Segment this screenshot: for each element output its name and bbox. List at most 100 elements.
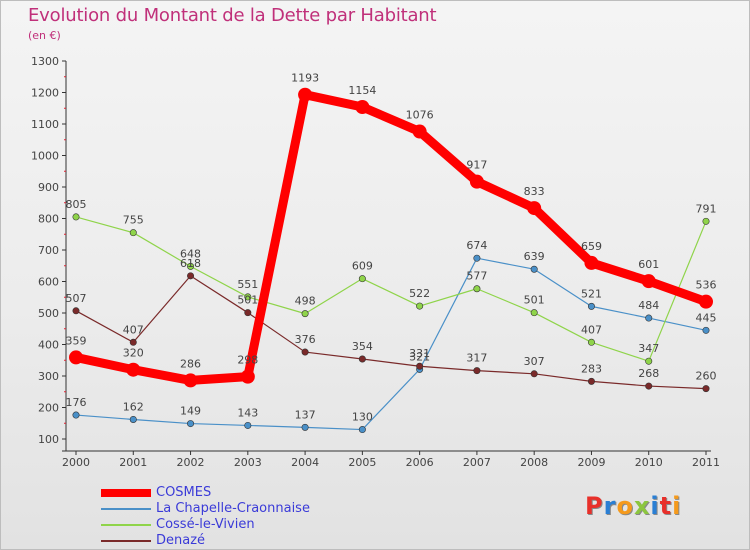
data-label-cosse-le-vivien: 551	[237, 278, 258, 291]
point-cosse-le-vivien	[301, 310, 309, 318]
point-denaze	[702, 385, 710, 393]
data-label-cosse-le-vivien: 347	[638, 342, 659, 355]
point-denaze	[645, 382, 653, 390]
data-label-denaze: 307	[524, 355, 545, 368]
data-label-denaze: 376	[295, 333, 316, 346]
data-label-denaze: 618	[180, 257, 201, 270]
data-label-denaze: 283	[581, 362, 602, 375]
y-tick-label: 700	[38, 244, 59, 257]
point-cosmes	[412, 124, 427, 139]
data-label-la-chapelle-craonnaise: 674	[466, 239, 487, 252]
data-label-cosmes: 320	[123, 347, 144, 360]
y-tick-label: 900	[38, 181, 59, 194]
point-denaze	[530, 370, 538, 378]
point-cosse-le-vivien	[702, 217, 710, 225]
data-label-cosmes: 1076	[406, 109, 434, 122]
point-cosmes	[469, 174, 484, 189]
point-la-chapelle-craonnaise	[530, 265, 538, 273]
legend-swatch	[101, 524, 151, 526]
data-label-denaze: 407	[123, 323, 144, 336]
y-tick-label: 1300	[31, 55, 59, 68]
series-line-cosse-le-vivien	[75, 216, 707, 362]
point-cosse-le-vivien	[358, 275, 366, 283]
point-denaze	[244, 309, 252, 317]
data-label-cosmes: 298	[237, 354, 258, 367]
x-tick-label: 2009	[577, 456, 605, 469]
data-label-cosse-le-vivien: 498	[295, 295, 316, 308]
y-tick-label: 600	[38, 276, 59, 289]
legend-swatch	[101, 540, 151, 542]
point-cosmes	[699, 294, 713, 309]
point-cosse-le-vivien	[645, 357, 653, 365]
x-tick-label: 2008	[520, 456, 548, 469]
data-label-cosmes: 1154	[348, 84, 376, 97]
point-la-chapelle-craonnaise	[129, 415, 137, 423]
data-label-cosse-le-vivien: 577	[466, 270, 487, 283]
point-denaze	[129, 338, 137, 346]
point-cosmes	[641, 274, 656, 289]
point-la-chapelle-craonnaise	[358, 426, 366, 434]
data-label-la-chapelle-craonnaise: 639	[524, 250, 545, 263]
data-label-cosmes: 659	[581, 240, 602, 253]
point-cosmes	[240, 369, 255, 384]
point-cosmes	[527, 201, 542, 216]
legend-swatch	[101, 489, 151, 497]
point-cosse-le-vivien	[530, 309, 538, 317]
data-label-cosse-le-vivien: 648	[180, 247, 201, 260]
data-label-denaze: 268	[638, 367, 659, 380]
y-tick-label: 100	[38, 433, 59, 446]
data-label-cosmes: 917	[466, 159, 487, 172]
data-label-cosmes: 536	[696, 279, 717, 292]
y-tick-label: 400	[38, 339, 59, 352]
data-label-denaze: 317	[466, 352, 487, 365]
data-label-denaze: 501	[237, 294, 258, 307]
point-denaze	[358, 355, 366, 363]
data-label-denaze: 354	[352, 340, 373, 353]
x-tick-label: 2003	[234, 456, 262, 469]
chart-subtitle: (en €)	[28, 29, 61, 42]
data-label-denaze: 507	[66, 292, 87, 305]
data-label-cosmes: 833	[524, 185, 545, 198]
series-line-cosmes	[71, 90, 711, 385]
data-label-denaze: 260	[696, 370, 717, 383]
chart-title: Evolution du Montant de la Dette par Hab…	[28, 5, 437, 26]
point-denaze	[587, 377, 595, 385]
x-tick-label: 2000	[62, 456, 90, 469]
point-denaze	[473, 367, 481, 375]
point-la-chapelle-craonnaise	[645, 314, 653, 322]
y-tick-label: 1000	[31, 150, 59, 163]
proxiti-logo: Proxiti	[585, 492, 682, 520]
point-denaze	[72, 307, 80, 315]
point-cosmes	[298, 87, 313, 102]
x-tick-label: 2001	[119, 456, 147, 469]
data-label-la-chapelle-craonnaise: 321	[409, 350, 430, 363]
x-tick-label: 2010	[635, 456, 663, 469]
data-label-la-chapelle-craonnaise: 176	[66, 396, 87, 409]
data-label-la-chapelle-craonnaise: 484	[638, 299, 659, 312]
x-tick-label: 2006	[406, 456, 434, 469]
point-cosse-le-vivien	[187, 262, 195, 270]
x-tick-label: 2011	[692, 456, 720, 469]
data-label-cosmes: 359	[66, 334, 87, 347]
legend-label: Denazé	[156, 533, 206, 548]
point-cosse-le-vivien	[416, 302, 424, 310]
y-tick-label: 1100	[31, 118, 59, 131]
legend-label: COSMES	[156, 485, 212, 500]
point-la-chapelle-craonnaise	[187, 420, 195, 428]
data-label-cosse-le-vivien: 755	[123, 214, 144, 227]
data-label-cosse-le-vivien: 609	[352, 260, 373, 273]
point-cosse-le-vivien	[129, 229, 137, 237]
data-label-denaze: 331	[409, 347, 430, 360]
legend-swatch	[101, 508, 151, 510]
point-cosse-le-vivien	[72, 213, 80, 221]
data-label-la-chapelle-craonnaise: 130	[352, 411, 373, 424]
data-label-la-chapelle-craonnaise: 137	[295, 408, 316, 421]
y-tick-label: 300	[38, 370, 59, 383]
data-label-cosse-le-vivien: 791	[696, 202, 717, 215]
point-cosmes	[183, 373, 198, 388]
data-label-cosmes: 286	[180, 357, 201, 370]
x-tick-label: 2002	[177, 456, 205, 469]
x-tick-label: 2007	[463, 456, 491, 469]
x-tick-label: 2005	[348, 456, 376, 469]
